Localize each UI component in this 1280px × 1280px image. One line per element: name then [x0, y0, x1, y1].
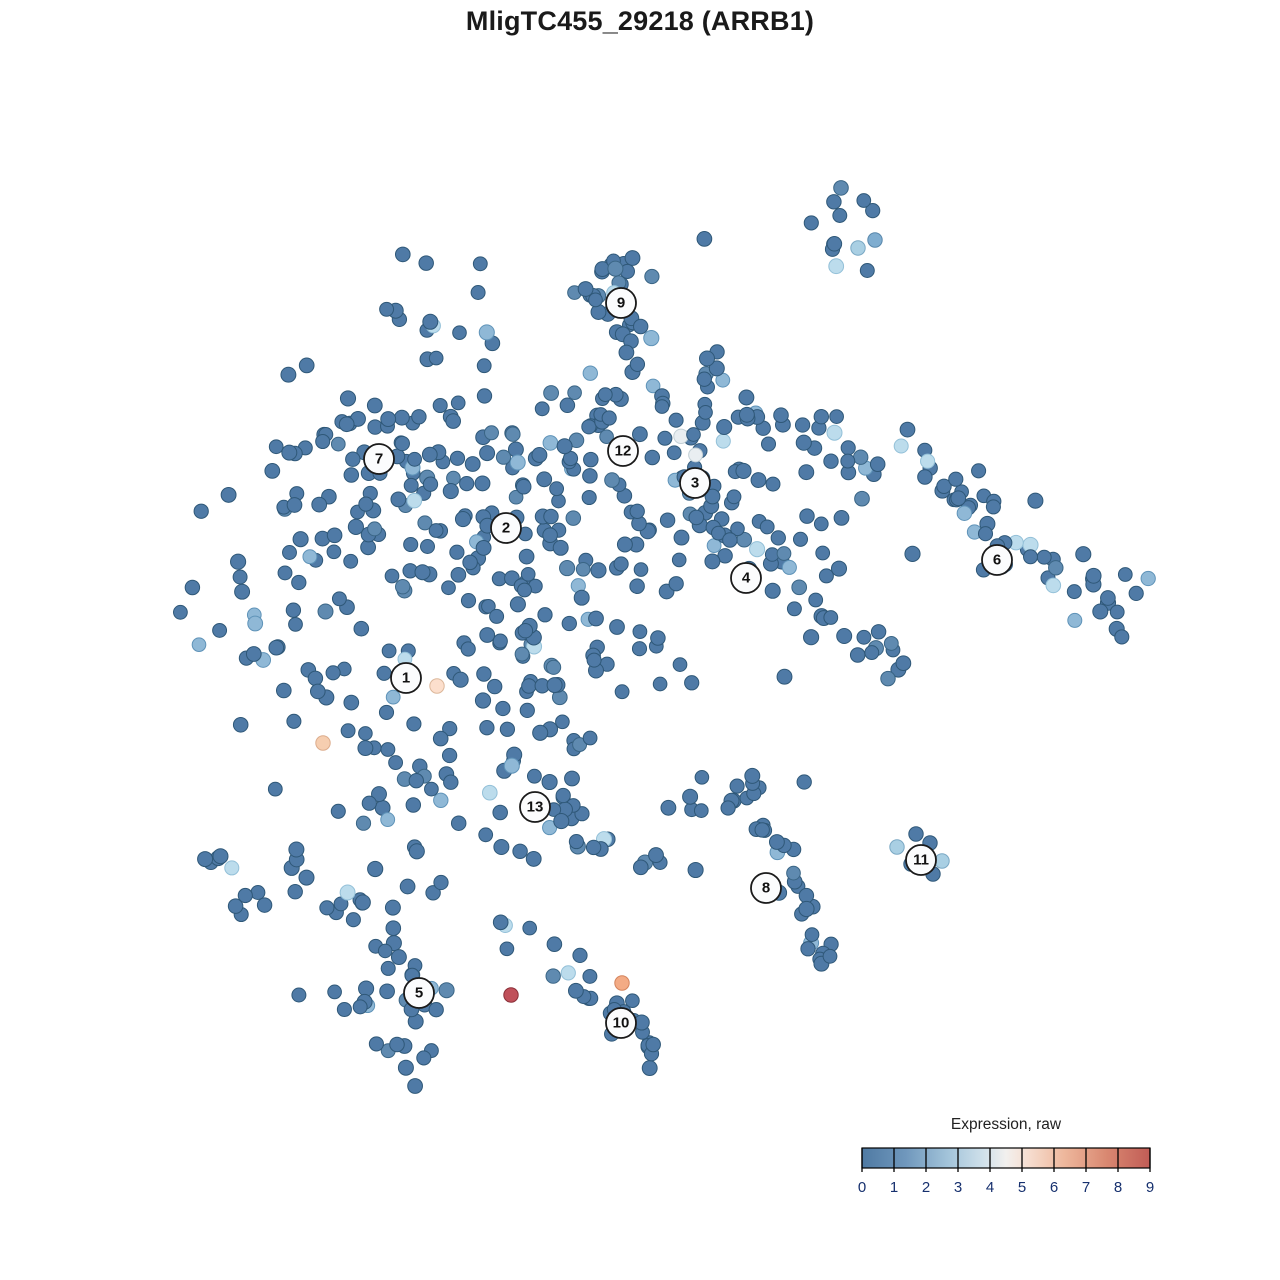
svg-text:5: 5	[1018, 1179, 1026, 1196]
svg-text:6: 6	[1050, 1179, 1058, 1196]
svg-text:7: 7	[1082, 1179, 1090, 1196]
svg-text:4: 4	[986, 1179, 994, 1196]
svg-text:8: 8	[1114, 1179, 1122, 1196]
svg-text:0: 0	[858, 1179, 866, 1196]
svg-text:1: 1	[890, 1179, 898, 1196]
svg-text:2: 2	[922, 1179, 930, 1196]
svg-text:3: 3	[954, 1179, 962, 1196]
svg-text:9: 9	[1146, 1179, 1154, 1196]
